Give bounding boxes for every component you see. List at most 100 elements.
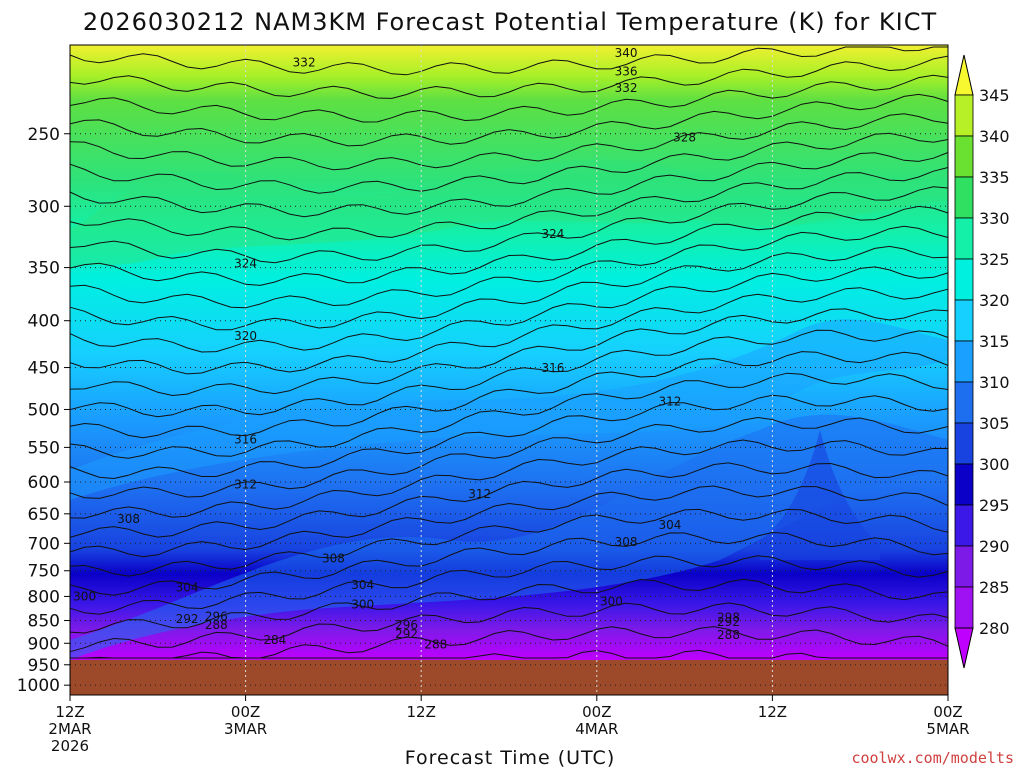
isentrope-line xyxy=(69,394,949,480)
colorbar-label: 295 xyxy=(979,496,1010,515)
colorbar-segment xyxy=(954,176,974,219)
colorbar-label: 280 xyxy=(979,619,1010,638)
contour-label: 292 xyxy=(395,627,418,641)
y-tick-label: 550 xyxy=(28,438,60,458)
isentrope-line xyxy=(69,245,949,331)
colorbar-label: 290 xyxy=(979,537,1010,556)
colorbar-segment xyxy=(954,340,974,383)
contour-label: 320 xyxy=(234,329,257,343)
isentrope-line xyxy=(69,351,949,439)
contour-label: 308 xyxy=(117,512,140,526)
isentrope-line xyxy=(69,439,949,519)
contour-label: 288 xyxy=(205,618,228,632)
contour-label: 324 xyxy=(541,227,564,241)
colorbar-segment xyxy=(954,381,974,424)
y-axis: 2503003504004505005506006507007508008509… xyxy=(17,125,70,696)
contour-label: 324 xyxy=(234,257,257,271)
isentrope-line xyxy=(69,186,949,264)
y-tick-label: 250 xyxy=(28,125,60,145)
y-tick-label: 750 xyxy=(28,562,60,582)
isentrope-line xyxy=(69,225,949,309)
colorbar-label: 320 xyxy=(979,291,1010,310)
isentrope-line xyxy=(70,626,949,659)
contour-label: 312 xyxy=(659,394,682,408)
isentrope-line xyxy=(69,167,949,241)
y-tick-label: 300 xyxy=(28,197,60,217)
isentrope-line xyxy=(69,578,949,634)
colorbar-segment xyxy=(954,299,974,342)
isentrope-line xyxy=(69,329,949,418)
ground-below-surface xyxy=(70,660,948,695)
y-tick-label: 450 xyxy=(28,359,60,379)
colorbar-segment xyxy=(954,545,974,588)
colorbar-cap-bottom xyxy=(954,627,974,669)
contour-label: 316 xyxy=(541,361,564,375)
temperature-band-shape xyxy=(70,159,948,270)
x-tick-label: 12Z xyxy=(55,703,84,721)
x-axis-label: Forecast Time (UTC) xyxy=(405,747,615,768)
contour-label: 284 xyxy=(263,633,286,647)
x-tick-label: 2MAR xyxy=(48,720,91,738)
colorbar-label: 340 xyxy=(979,127,1010,146)
y-tick-label: 1000 xyxy=(17,676,60,696)
contour-label: 304 xyxy=(351,578,374,592)
y-tick-label: 350 xyxy=(28,259,60,279)
x-tick-label: 2026 xyxy=(51,737,89,755)
temperature-band-shape xyxy=(760,430,880,560)
y-tick-label: 950 xyxy=(28,656,60,676)
isentrope-line xyxy=(69,531,949,596)
isentrope-line xyxy=(69,113,949,171)
colorbar-segment xyxy=(954,463,974,506)
plot-area: 340 332 336 332 328 324 324 320 316 312 316 312 312 3… xyxy=(69,44,949,696)
isentrope-line xyxy=(69,508,949,577)
isentrope-line xyxy=(69,308,949,397)
isentrope-line xyxy=(69,152,949,218)
contour-label: 300 xyxy=(351,598,374,612)
temperature-band-shape xyxy=(70,319,948,500)
x-tick-label: 5MAR xyxy=(926,720,969,738)
colorbar-label: 345 xyxy=(979,86,1010,105)
contour-label: 308 xyxy=(615,535,638,549)
contour-label: 312 xyxy=(234,478,257,492)
isentrope-line xyxy=(69,555,949,615)
colorbar-label: 315 xyxy=(979,332,1010,351)
colorbar-label: 325 xyxy=(979,250,1010,269)
isentrope-line xyxy=(70,649,948,659)
y-tick-label: 850 xyxy=(28,612,60,632)
contour-label: 332 xyxy=(615,81,638,95)
y-tick-label: 500 xyxy=(28,400,60,420)
contour-label: 304 xyxy=(176,580,199,594)
colorbar-segment xyxy=(954,94,974,137)
colorbar-segment xyxy=(954,504,974,547)
contour-label: 316 xyxy=(234,433,257,447)
y-tick-label: 900 xyxy=(28,634,60,654)
isentrope-line xyxy=(69,287,949,375)
contour-label: 304 xyxy=(659,518,682,532)
contour-label: 300 xyxy=(600,594,623,608)
contour-label: 298 xyxy=(717,610,740,624)
isentrope-line xyxy=(69,55,949,99)
isentrope-line xyxy=(69,462,949,538)
contour-label: 328 xyxy=(673,131,696,145)
colorbar-cap-top xyxy=(954,54,974,96)
isentrope-line xyxy=(69,46,948,76)
credit-text[interactable]: coolwx.com/modelts xyxy=(851,749,1014,767)
isentrope-line xyxy=(69,205,949,286)
contour-label: 312 xyxy=(468,487,491,501)
x-tick-label: 12Z xyxy=(758,703,787,721)
isentrope-line xyxy=(69,416,949,499)
contour-label: 336 xyxy=(615,65,638,79)
contour-label: 300 xyxy=(73,589,96,603)
y-tick-label: 650 xyxy=(28,505,60,525)
isentrope-line xyxy=(69,485,949,558)
isentrope-line xyxy=(69,93,949,147)
colorbar-label: 330 xyxy=(979,209,1010,228)
colorbar-label: 310 xyxy=(979,373,1010,392)
colorbar-segment xyxy=(954,135,974,178)
isentrope-line xyxy=(69,132,949,194)
colorbar-segment xyxy=(954,422,974,465)
isentrope-line xyxy=(69,266,949,353)
contour-label: 332 xyxy=(293,55,316,69)
x-tick-label: 12Z xyxy=(407,703,436,721)
